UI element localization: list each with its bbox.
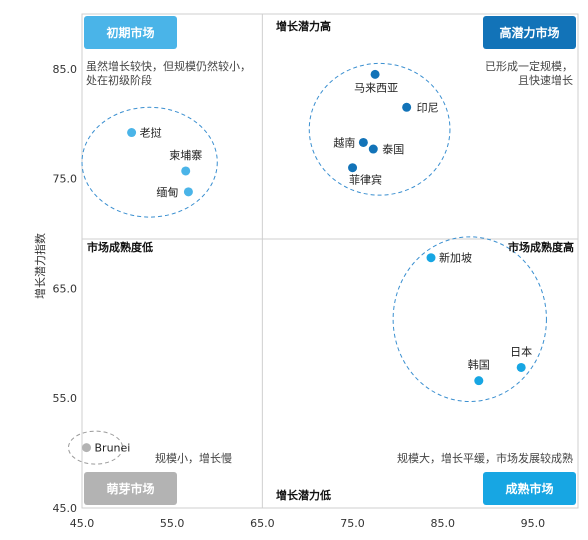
badge-initial-market: 初期市场 (84, 16, 177, 49)
x-tick-label: 85.0 (430, 517, 455, 530)
cluster-rings (67, 62, 547, 465)
y-axis-title: 增长潜力指数 (33, 233, 47, 299)
point-label-越南: 越南 (333, 135, 355, 149)
x-tick-label: 75.0 (340, 517, 365, 530)
badge-high-potential-market: 高潜力市场 (483, 16, 576, 49)
desc-nascent: 规模小，增长慢 (155, 451, 232, 465)
desc-initial-line1: 虽然增长较快，但规模仍然较小， (86, 59, 251, 73)
cluster-ring (81, 106, 218, 218)
point-label-泰国: 泰国 (382, 142, 404, 156)
label-growth-high: 增长潜力高 (276, 19, 331, 33)
x-tick-label: 95.0 (521, 517, 546, 530)
plot-frame (81, 13, 579, 509)
point-label-日本: 日本 (510, 344, 532, 358)
point-label-柬埔寨: 柬埔寨 (169, 148, 202, 162)
point-label-brunei: Brunei (95, 442, 131, 455)
cluster-ring (392, 236, 547, 403)
label-maturity-low: 市场成熟度低 (87, 240, 153, 254)
point-新加坡 (426, 253, 436, 263)
plot-border (81, 13, 579, 509)
point-泰国 (368, 144, 378, 154)
y-tick-label: 65.0 (53, 282, 78, 295)
badge-mature-market: 成熟市场 (483, 472, 576, 505)
point-label-菲律宾: 菲律宾 (349, 173, 382, 187)
x-tick-label: 45.0 (70, 517, 95, 530)
badge-mature-label: 成熟市场 (505, 481, 553, 496)
desc-mature: 规模大，增长平缓，市场发展较成熟 (397, 451, 573, 465)
point-柬埔寨 (181, 166, 191, 176)
badge-nascent-bg (84, 472, 177, 505)
badge-initial-bg (84, 16, 177, 49)
point-缅甸 (183, 187, 193, 197)
point-label-缅甸: 缅甸 (156, 185, 178, 199)
badge-nascent-market: 萌芽市场 (84, 472, 177, 505)
point-label-韩国: 韩国 (468, 358, 490, 372)
point-label-老挝: 老挝 (140, 126, 162, 140)
y-tick-label: 45.0 (53, 502, 78, 515)
point-brunei (82, 443, 92, 453)
desc-initial-line2: 处在初级阶段 (86, 73, 152, 87)
point-label-马来西亚: 马来西亚 (354, 81, 398, 94)
point-菲律宾 (348, 163, 358, 173)
label-maturity-high: 市场成熟度高 (508, 240, 574, 254)
point-label-新加坡: 新加坡 (439, 251, 472, 265)
point-label-印尼: 印尼 (417, 101, 439, 114)
badge-initial-label: 初期市场 (106, 25, 154, 40)
cluster-ring (67, 430, 124, 465)
desc-high-line2: 且快速增长 (518, 73, 573, 87)
x-tick-label: 65.0 (250, 517, 275, 530)
y-tick-label: 85.0 (53, 63, 78, 76)
point-马来西亚 (370, 69, 380, 79)
point-越南 (358, 137, 368, 147)
badge-high-bg (483, 16, 576, 49)
label-growth-low: 增长潜力低 (276, 488, 331, 502)
y-tick-label: 75.0 (53, 173, 78, 186)
point-韩国 (474, 376, 484, 386)
cluster-ring (308, 62, 451, 196)
desc-high-line1: 已形成一定规模， (485, 59, 573, 73)
point-老挝 (127, 128, 137, 138)
point-日本 (516, 362, 526, 372)
badge-mature-bg (483, 472, 576, 505)
point-印尼 (402, 102, 412, 112)
badge-nascent-label: 萌芽市场 (106, 481, 154, 496)
y-tick-label: 55.0 (53, 392, 78, 405)
axis-ticks: 45.0 55.0 65.0 75.0 85.0 95.0 45.0 55.0 65.0 75.0… (53, 63, 546, 530)
x-tick-label: 55.0 (160, 517, 185, 530)
badge-high-label: 高潜力市场 (499, 25, 559, 40)
